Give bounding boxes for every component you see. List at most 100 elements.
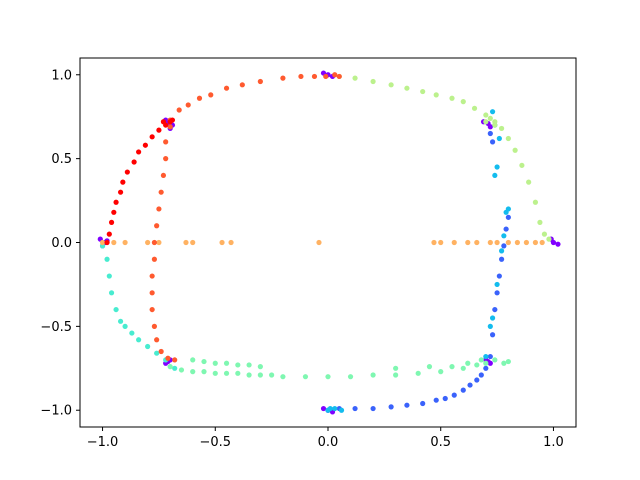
data-point [151, 239, 157, 246]
data-point [145, 343, 151, 350]
data-point [219, 239, 225, 246]
data-point [149, 306, 155, 313]
data-point [352, 75, 358, 81]
data-point [499, 248, 505, 254]
series-7 [149, 72, 342, 363]
data-point [526, 179, 532, 185]
data-point [460, 365, 466, 371]
data-point [332, 72, 338, 78]
data-point [483, 365, 489, 371]
data-point [449, 95, 455, 101]
data-point [478, 372, 484, 378]
data-point [492, 122, 498, 128]
data-point [393, 372, 399, 378]
data-point [532, 239, 539, 246]
data-point [487, 353, 493, 360]
data-point [336, 73, 342, 80]
data-point [388, 404, 394, 410]
data-point [149, 134, 155, 140]
data-point [142, 142, 148, 148]
data-point [487, 115, 493, 121]
x-tick-label: −1.0 [87, 435, 119, 450]
data-point [483, 119, 489, 125]
data-point [420, 88, 426, 95]
series-4 [167, 357, 511, 380]
data-point [160, 119, 167, 125]
data-point [393, 365, 399, 371]
data-point [555, 241, 561, 247]
data-point [208, 92, 214, 98]
data-point [460, 99, 466, 105]
data-point [420, 400, 426, 407]
data-point [104, 256, 110, 262]
data-point [131, 159, 137, 165]
data-point [172, 365, 178, 371]
data-point [519, 162, 525, 168]
data-point [223, 85, 230, 91]
y-tick-label: 1.0 [51, 68, 72, 83]
data-point [239, 82, 245, 88]
data-point [257, 364, 263, 370]
data-point [257, 78, 263, 85]
data-point [302, 374, 309, 380]
data-point [451, 392, 457, 398]
data-point [183, 239, 189, 246]
y-tick-label: −0.5 [40, 320, 72, 335]
data-point [487, 360, 493, 366]
data-point [122, 323, 128, 329]
data-point [370, 372, 376, 378]
data-point [404, 85, 410, 91]
data-point [246, 362, 252, 368]
data-point [505, 358, 511, 365]
data-point [467, 382, 473, 388]
data-point [280, 75, 286, 81]
data-point [129, 330, 135, 336]
data-point [512, 147, 518, 153]
data-point [332, 405, 338, 412]
data-point [442, 395, 448, 402]
data-point [474, 362, 480, 368]
data-point [235, 370, 241, 376]
data-point [431, 239, 437, 246]
data-point [496, 273, 502, 279]
data-point [196, 95, 203, 101]
data-point [235, 362, 241, 368]
data-point [117, 189, 124, 195]
data-point [311, 73, 318, 80]
data-point [537, 219, 543, 225]
points-layer [97, 70, 561, 415]
data-point [178, 367, 185, 373]
data-point [489, 332, 496, 338]
data-point [327, 405, 333, 412]
data-point [489, 109, 496, 115]
data-point [465, 360, 471, 366]
data-point [154, 223, 160, 229]
data-point [212, 360, 218, 366]
series-5 [336, 73, 552, 242]
y-tick-label: −1.0 [40, 404, 72, 419]
data-point [280, 374, 286, 380]
data-point [492, 357, 498, 363]
y-tick-label: 0.5 [51, 152, 72, 167]
data-point [124, 169, 130, 175]
data-point [156, 206, 162, 212]
data-point [190, 369, 196, 375]
series-1 [336, 130, 511, 412]
data-point [433, 92, 439, 98]
data-point [487, 124, 493, 130]
data-point [539, 239, 545, 246]
series-3 [99, 243, 178, 371]
x-tick-label: 0.0 [318, 435, 339, 450]
data-point [165, 355, 171, 361]
data-point [316, 239, 322, 246]
data-point [172, 357, 178, 363]
data-point [106, 231, 112, 237]
series-2 [325, 109, 511, 413]
data-point [163, 139, 169, 145]
data-point [167, 124, 173, 130]
data-point [120, 179, 126, 185]
data-point [257, 372, 263, 378]
data-point [451, 239, 457, 246]
data-point [149, 273, 155, 279]
